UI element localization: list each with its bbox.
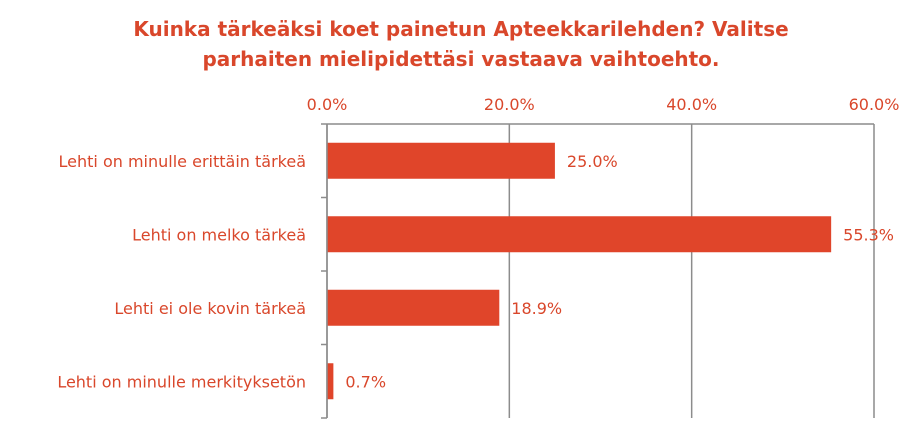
category-label: Lehti on melko tärkeä <box>132 225 306 244</box>
bar <box>327 363 334 400</box>
x-tick-label: 0.0% <box>307 95 348 114</box>
data-label: 55.3% <box>843 225 894 244</box>
bar <box>327 216 832 253</box>
chart-title-line-2: parhaiten mielipidettäsi vastaava vaihto… <box>202 47 720 71</box>
chart-title-line-1: Kuinka tärkeäksi koet painetun Apteekkar… <box>133 17 789 41</box>
category-label: Lehti ei ole kovin tärkeä <box>114 299 306 318</box>
chart-title: Kuinka tärkeäksi koet painetun Apteekkar… <box>0 14 922 74</box>
x-tick-label: 40.0% <box>666 95 717 114</box>
data-label: 0.7% <box>345 372 386 391</box>
x-tick-label: 60.0% <box>849 95 900 114</box>
category-label: Lehti on minulle erittäin tärkeä <box>59 152 306 171</box>
data-label: 18.9% <box>511 299 562 318</box>
data-label: 25.0% <box>567 152 618 171</box>
bar <box>327 142 555 179</box>
x-tick-label: 20.0% <box>484 95 535 114</box>
category-label: Lehti on minulle merkityksetön <box>57 372 306 391</box>
bar <box>327 289 500 326</box>
